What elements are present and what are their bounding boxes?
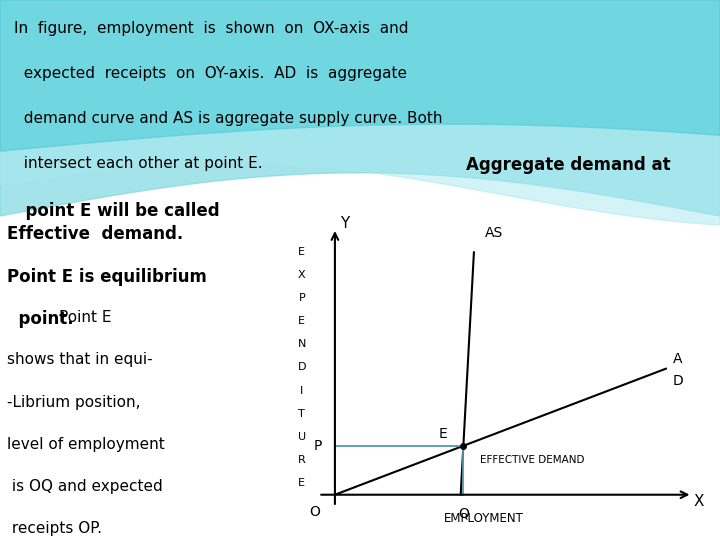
Text: I: I	[300, 386, 303, 395]
Text: E: E	[298, 316, 305, 326]
Text: point E will be called: point E will be called	[14, 201, 220, 220]
Text: point.: point.	[7, 310, 80, 328]
Text: -Librium position,: -Librium position,	[7, 395, 140, 409]
Text: E: E	[298, 477, 305, 488]
Text: E: E	[439, 427, 448, 441]
Text: U: U	[298, 431, 306, 442]
Text: E: E	[298, 247, 305, 258]
Text: N: N	[297, 340, 306, 349]
Text: Y: Y	[341, 216, 349, 231]
Text: R: R	[298, 455, 306, 464]
Text: EFFECTIVE DEMAND: EFFECTIVE DEMAND	[480, 455, 585, 465]
Text: D: D	[672, 374, 683, 388]
Text: level of employment: level of employment	[7, 437, 165, 452]
Text: T: T	[299, 409, 305, 419]
Text: In  figure,  employment  is  shown  on  OX-axis  and: In figure, employment is shown on OX-axi…	[14, 21, 409, 36]
Text: shows that in equi-: shows that in equi-	[7, 352, 153, 367]
Text: EMPLOYMENT: EMPLOYMENT	[444, 512, 523, 525]
Text: A: A	[672, 352, 682, 366]
Text: X: X	[694, 495, 704, 509]
Text: demand curve and AS is aggregate supply curve. Both: demand curve and AS is aggregate supply …	[14, 111, 443, 126]
Text: Point E is equilibrium: Point E is equilibrium	[7, 268, 207, 286]
Text: O: O	[310, 505, 320, 519]
Text: Point E: Point E	[59, 310, 112, 325]
Text: receipts OP.: receipts OP.	[7, 522, 102, 536]
Text: AS: AS	[485, 226, 503, 240]
Text: intersect each other at point E.: intersect each other at point E.	[14, 157, 268, 172]
Text: expected  receipts  on  OY-axis.  AD  is  aggregate: expected receipts on OY-axis. AD is aggr…	[14, 66, 408, 81]
Text: D: D	[297, 362, 306, 373]
Text: is OQ and expected: is OQ and expected	[7, 479, 163, 494]
Text: Q: Q	[458, 507, 469, 521]
Text: P: P	[299, 293, 305, 303]
Text: Aggregate demand at: Aggregate demand at	[466, 157, 670, 174]
Text: P: P	[313, 439, 322, 453]
Text: Effective  demand.: Effective demand.	[7, 225, 184, 244]
Text: X: X	[298, 271, 305, 280]
